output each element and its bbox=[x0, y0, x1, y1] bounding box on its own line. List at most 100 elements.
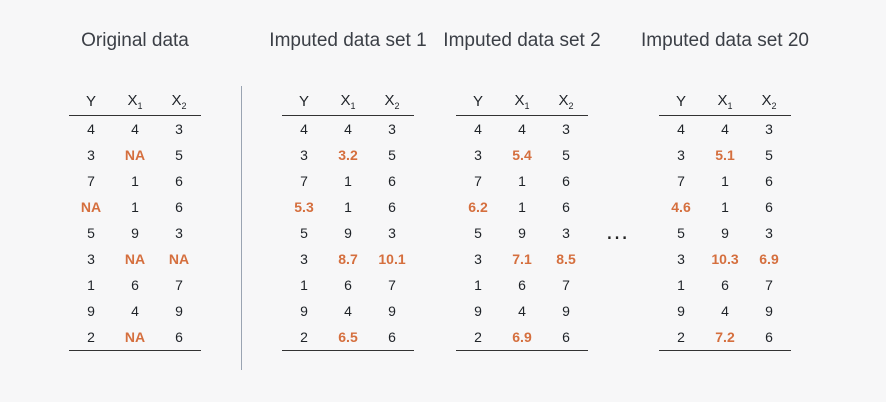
table-cell: 9 bbox=[562, 303, 570, 319]
table-cell: NA bbox=[124, 147, 146, 163]
header-x2: X2 bbox=[747, 87, 791, 116]
table-row: 5 9 3 bbox=[659, 220, 791, 246]
table-row: 1 6 7 bbox=[69, 272, 201, 298]
table-cell: 1 bbox=[721, 199, 729, 215]
table-imputed-20: Y X1 X2 4 4 3 3 5.1 5 7 1 6 4.6 1 6 5 9 3 3 10.3 6.9 1 6 7 9 4 9 2 7… bbox=[659, 87, 791, 351]
table-row: 9 4 9 bbox=[456, 298, 588, 324]
table-cell: 6 bbox=[562, 173, 570, 189]
table-cell: 6 bbox=[562, 199, 570, 215]
table-row: 1 6 7 bbox=[659, 272, 791, 298]
table-cell: 3 bbox=[474, 147, 482, 163]
table-cell: 4 bbox=[677, 121, 685, 137]
table-cell: 6 bbox=[388, 199, 396, 215]
table-row: 6.2 1 6 bbox=[456, 194, 588, 220]
table-row: 3 NA NA bbox=[69, 246, 201, 272]
table-cell: NA bbox=[168, 251, 190, 267]
table-cell: 3 bbox=[677, 147, 685, 163]
table-row: 3 NA 5 bbox=[69, 142, 201, 168]
table-row: 4 4 3 bbox=[659, 116, 791, 143]
table-cell: 1 bbox=[87, 277, 95, 293]
table-cell: 9 bbox=[87, 303, 95, 319]
table-cell: 1 bbox=[721, 173, 729, 189]
table-cell: 6 bbox=[765, 199, 773, 215]
table-cell: 4 bbox=[131, 121, 139, 137]
table-cell: 5 bbox=[175, 147, 183, 163]
table-row: 4.6 1 6 bbox=[659, 194, 791, 220]
table-row: 3 5.1 5 bbox=[659, 142, 791, 168]
table-row: 9 4 9 bbox=[69, 298, 201, 324]
table-cell: 6 bbox=[518, 277, 526, 293]
table-cell: 3 bbox=[562, 225, 570, 241]
table-cell: 6 bbox=[370, 324, 414, 351]
table-cell: 7 bbox=[562, 277, 570, 293]
table-cell: 4 bbox=[344, 121, 352, 137]
table-cell: 9 bbox=[677, 303, 685, 319]
table-row: 9 4 9 bbox=[659, 298, 791, 324]
table-cell: 5.4 bbox=[512, 147, 532, 163]
table-row: 2 6.5 6 bbox=[282, 324, 414, 351]
table-cell: NA bbox=[113, 324, 157, 351]
table-row: 5 9 3 bbox=[456, 220, 588, 246]
header-y: Y bbox=[282, 87, 326, 116]
table-cell: 6 bbox=[544, 324, 588, 351]
table-row: 5 9 3 bbox=[69, 220, 201, 246]
table-row: 7 1 6 bbox=[69, 168, 201, 194]
table-row: 1 6 7 bbox=[456, 272, 588, 298]
table-cell: 4.6 bbox=[671, 199, 691, 215]
table-cell: 4 bbox=[474, 121, 482, 137]
title-imputed-set-20: Imputed data set 20 bbox=[641, 30, 809, 51]
table-row: 2 7.2 6 bbox=[659, 324, 791, 351]
table-cell: 5.3 bbox=[294, 199, 314, 215]
table-cell: 6 bbox=[157, 324, 201, 351]
table-cell: 6 bbox=[131, 277, 139, 293]
table-row: 7 1 6 bbox=[456, 168, 588, 194]
table-cell: 4 bbox=[344, 303, 352, 319]
table-cell: 6 bbox=[747, 324, 791, 351]
table-cell: 6 bbox=[344, 277, 352, 293]
table-cell: 9 bbox=[300, 303, 308, 319]
table-row: 2 6.9 6 bbox=[456, 324, 588, 351]
table-cell: 4 bbox=[721, 121, 729, 137]
table-cell: 5 bbox=[87, 225, 95, 241]
table-cell: 4 bbox=[518, 303, 526, 319]
table-cell: 2 bbox=[456, 324, 500, 351]
table-row: 3 8.7 10.1 bbox=[282, 246, 414, 272]
table-cell: NA bbox=[124, 251, 146, 267]
table-cell: 1 bbox=[344, 199, 352, 215]
table-cell: 4 bbox=[518, 121, 526, 137]
table-cell: 7 bbox=[677, 173, 685, 189]
table-row: 2 NA 6 bbox=[69, 324, 201, 351]
table-cell: 7 bbox=[300, 173, 308, 189]
header-y: Y bbox=[69, 87, 113, 116]
table-cell: 7 bbox=[765, 277, 773, 293]
table-cell: 9 bbox=[765, 303, 773, 319]
header-x2: X2 bbox=[157, 87, 201, 116]
table-imputed-2: Y X1 X2 4 4 3 3 5.4 5 7 1 6 6.2 1 6 5 9 3 3 7.1 8.5 1 6 7 9 4 9 2 6.… bbox=[456, 87, 588, 351]
header-x1: X1 bbox=[500, 87, 544, 116]
table-cell: 2 bbox=[659, 324, 703, 351]
table-cell: 8.7 bbox=[338, 251, 358, 267]
header-x2: X2 bbox=[544, 87, 588, 116]
table-cell: 5 bbox=[474, 225, 482, 241]
table-row: 3 3.2 5 bbox=[282, 142, 414, 168]
table-row: 5 9 3 bbox=[282, 220, 414, 246]
table-cell: 3 bbox=[388, 225, 396, 241]
table-cell: 7.1 bbox=[512, 251, 532, 267]
table-cell: 6 bbox=[721, 277, 729, 293]
table-cell: 9 bbox=[721, 225, 729, 241]
table-cell: 1 bbox=[474, 277, 482, 293]
table-cell: 7 bbox=[87, 173, 95, 189]
table-imputed-1: Y X1 X2 4 4 3 3 3.2 5 7 1 6 5.3 1 6 5 9 3 3 8.7 10.1 1 6 7 9 4 9 2 6… bbox=[282, 87, 414, 351]
vertical-divider bbox=[241, 86, 242, 370]
table-cell: 10.1 bbox=[378, 251, 406, 267]
header-x1: X1 bbox=[703, 87, 747, 116]
table-cell: 5 bbox=[388, 147, 396, 163]
table-cell: 2 bbox=[282, 324, 326, 351]
table-cell: 1 bbox=[131, 173, 139, 189]
header-x1: X1 bbox=[113, 87, 157, 116]
header-x1: X1 bbox=[326, 87, 370, 116]
table-cell: 3 bbox=[388, 121, 396, 137]
header-x2: X2 bbox=[370, 87, 414, 116]
table-row: 4 4 3 bbox=[69, 116, 201, 143]
table-cell: 3 bbox=[175, 121, 183, 137]
